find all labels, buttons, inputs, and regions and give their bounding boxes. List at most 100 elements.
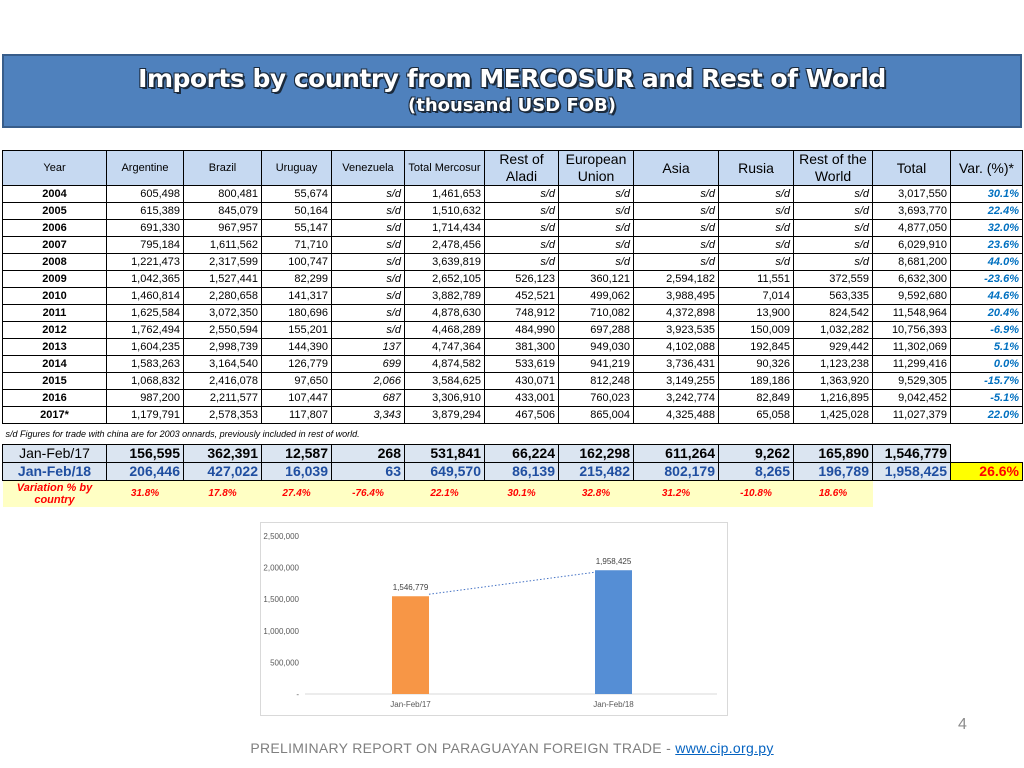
table-cell: 4,102,088 — [633, 338, 719, 356]
table-cell: 499,062 — [558, 287, 634, 305]
y-tick-label: 2,500,000 — [263, 532, 299, 541]
table-cell: 10,756,393 — [872, 321, 951, 339]
table-cell: 5.1% — [950, 338, 1023, 356]
year-rows: 2004 605,498 800,481 55,674 s/d 1,461,653 s/d s… — [2, 185, 1023, 424]
table-cell: 3,988,495 — [633, 287, 719, 305]
table-cell: 845,079 — [183, 202, 262, 220]
table-cell: s/d — [633, 185, 719, 203]
jan-feb-17-cell: 156,595 — [106, 444, 184, 463]
table-cell: 3,242,774 — [633, 389, 719, 407]
table-cell: 50,164 — [261, 202, 332, 220]
chart-svg: - 500,000 1,000,000 1,500,000 2,000,000 2,500… — [263, 532, 717, 709]
table-cell: 1,510,632 — [404, 202, 485, 220]
table-cell: 2004 — [2, 185, 107, 203]
jan-feb-17-row: Jan-Feb/17 156,595 362,391 12,587 268 531,841… — [2, 444, 1023, 463]
table-cell: s/d — [633, 202, 719, 220]
jan-feb-18-cell: 802,179 — [633, 462, 719, 481]
table-row: 2012 1,762,494 2,550,594 155,201 s/d 4,468,28… — [2, 321, 1023, 339]
table-cell: 23.6% — [950, 236, 1023, 254]
table-cell: 1,625,584 — [106, 304, 184, 322]
table-cell: s/d — [331, 185, 405, 203]
jan-feb-18-cell: 427,022 — [183, 462, 262, 481]
table-cell: 55,674 — [261, 185, 332, 203]
table-cell: 3,882,789 — [404, 287, 485, 305]
jan-feb-17-cell: Jan-Feb/17 — [2, 444, 107, 463]
table-cell: 4,747,364 — [404, 338, 485, 356]
table-cell: 929,442 — [793, 338, 873, 356]
jan-feb-18-row: Jan-Feb/18 206,446 427,022 16,039 63 649,570 8… — [2, 462, 1023, 481]
table-cell: 360,121 — [558, 270, 634, 288]
col-header-total: Total — [872, 150, 951, 186]
col-header-variation: Var. (%)* — [950, 150, 1023, 186]
table-cell: 126,779 — [261, 355, 332, 373]
variation-cell: 17.8% — [183, 480, 262, 507]
table-cell: 687 — [331, 389, 405, 407]
y-tick-label: 500,000 — [270, 658, 299, 667]
table-cell: 2,317,599 — [183, 253, 262, 271]
table-cell: 4,877,050 — [872, 219, 951, 237]
table-cell: 452,521 — [484, 287, 559, 305]
table-cell: 1,363,920 — [793, 372, 873, 390]
table-cell: 2007 — [2, 236, 107, 254]
jan-feb-17-cell: 162,298 — [558, 444, 634, 463]
table-header-row: Year Argentine Brazil Uruguay Venezuela … — [2, 150, 1023, 186]
table-cell: 2010 — [2, 287, 107, 305]
table-cell: 8,681,200 — [872, 253, 951, 271]
y-tick-label: 1,000,000 — [263, 627, 299, 636]
variation-cell: 32.8% — [558, 480, 634, 507]
table-cell: s/d — [558, 219, 634, 237]
table-cell: 107,447 — [261, 389, 332, 407]
table-row: 2016 987,200 2,211,577 107,447 687 3,306,910 4… — [2, 389, 1023, 407]
table-cell: s/d — [558, 253, 634, 271]
table-cell: 82,299 — [261, 270, 332, 288]
col-header-asia: Asia — [633, 150, 719, 186]
table-cell: s/d — [793, 185, 873, 203]
table-cell: 1,604,235 — [106, 338, 184, 356]
footer-link[interactable]: www.cip.org.py — [675, 740, 774, 756]
jan-feb-17-cell: 66,224 — [484, 444, 559, 463]
page-number: 4 — [958, 716, 967, 733]
table-cell: 605,498 — [106, 185, 184, 203]
table-cell: s/d — [718, 219, 794, 237]
table-cell: 967,957 — [183, 219, 262, 237]
col-header-european-union: European Union — [558, 150, 634, 186]
col-header-rusia: Rusia — [718, 150, 794, 186]
table-cell: 2011 — [2, 304, 107, 322]
table-cell: 1,179,791 — [106, 406, 184, 424]
table-cell: 2013 — [2, 338, 107, 356]
trend-line — [428, 571, 596, 595]
table-cell: -15.7% — [950, 372, 1023, 390]
table-cell: 3,879,294 — [404, 406, 485, 424]
table-cell: 2,998,739 — [183, 338, 262, 356]
table-cell: 137 — [331, 338, 405, 356]
empty-cell — [872, 480, 951, 507]
table-cell: 3,343 — [331, 406, 405, 424]
x-category-label: Jan-Feb/18 — [593, 700, 634, 709]
table-row: 2008 1,221,473 2,317,599 100,747 s/d 3,639,81… — [2, 253, 1023, 271]
jan-feb-17-cell: 9,262 — [718, 444, 794, 463]
table-cell: 484,990 — [484, 321, 559, 339]
table-cell: 6,632,300 — [872, 270, 951, 288]
table-cell: 4,874,582 — [404, 355, 485, 373]
table-cell: 1,123,238 — [793, 355, 873, 373]
table-cell: 795,184 — [106, 236, 184, 254]
footer: PRELIMINARY REPORT ON PARAGUAYAN FOREIGN… — [0, 740, 1024, 756]
table-cell: s/d — [331, 202, 405, 220]
table-cell: 55,147 — [261, 219, 332, 237]
table-cell: 4,878,630 — [404, 304, 485, 322]
table-cell: 691,330 — [106, 219, 184, 237]
table-cell: 760,023 — [558, 389, 634, 407]
table-cell: 2,478,456 — [404, 236, 485, 254]
page-subtitle: (thousand USD FOB) — [408, 95, 616, 116]
jan-feb-17-cell: 165,890 — [793, 444, 873, 463]
table-cell: s/d — [484, 253, 559, 271]
table-cell: 32.0% — [950, 219, 1023, 237]
table-cell: 9,592,680 — [872, 287, 951, 305]
variation-label: Variation % by country — [2, 480, 107, 507]
table-cell: 3,164,540 — [183, 355, 262, 373]
table-cell: s/d — [331, 304, 405, 322]
jan-feb-18-cell: 8,265 — [718, 462, 794, 481]
table-cell: 4,325,488 — [633, 406, 719, 424]
table-cell: -6.9% — [950, 321, 1023, 339]
table-cell: s/d — [633, 253, 719, 271]
